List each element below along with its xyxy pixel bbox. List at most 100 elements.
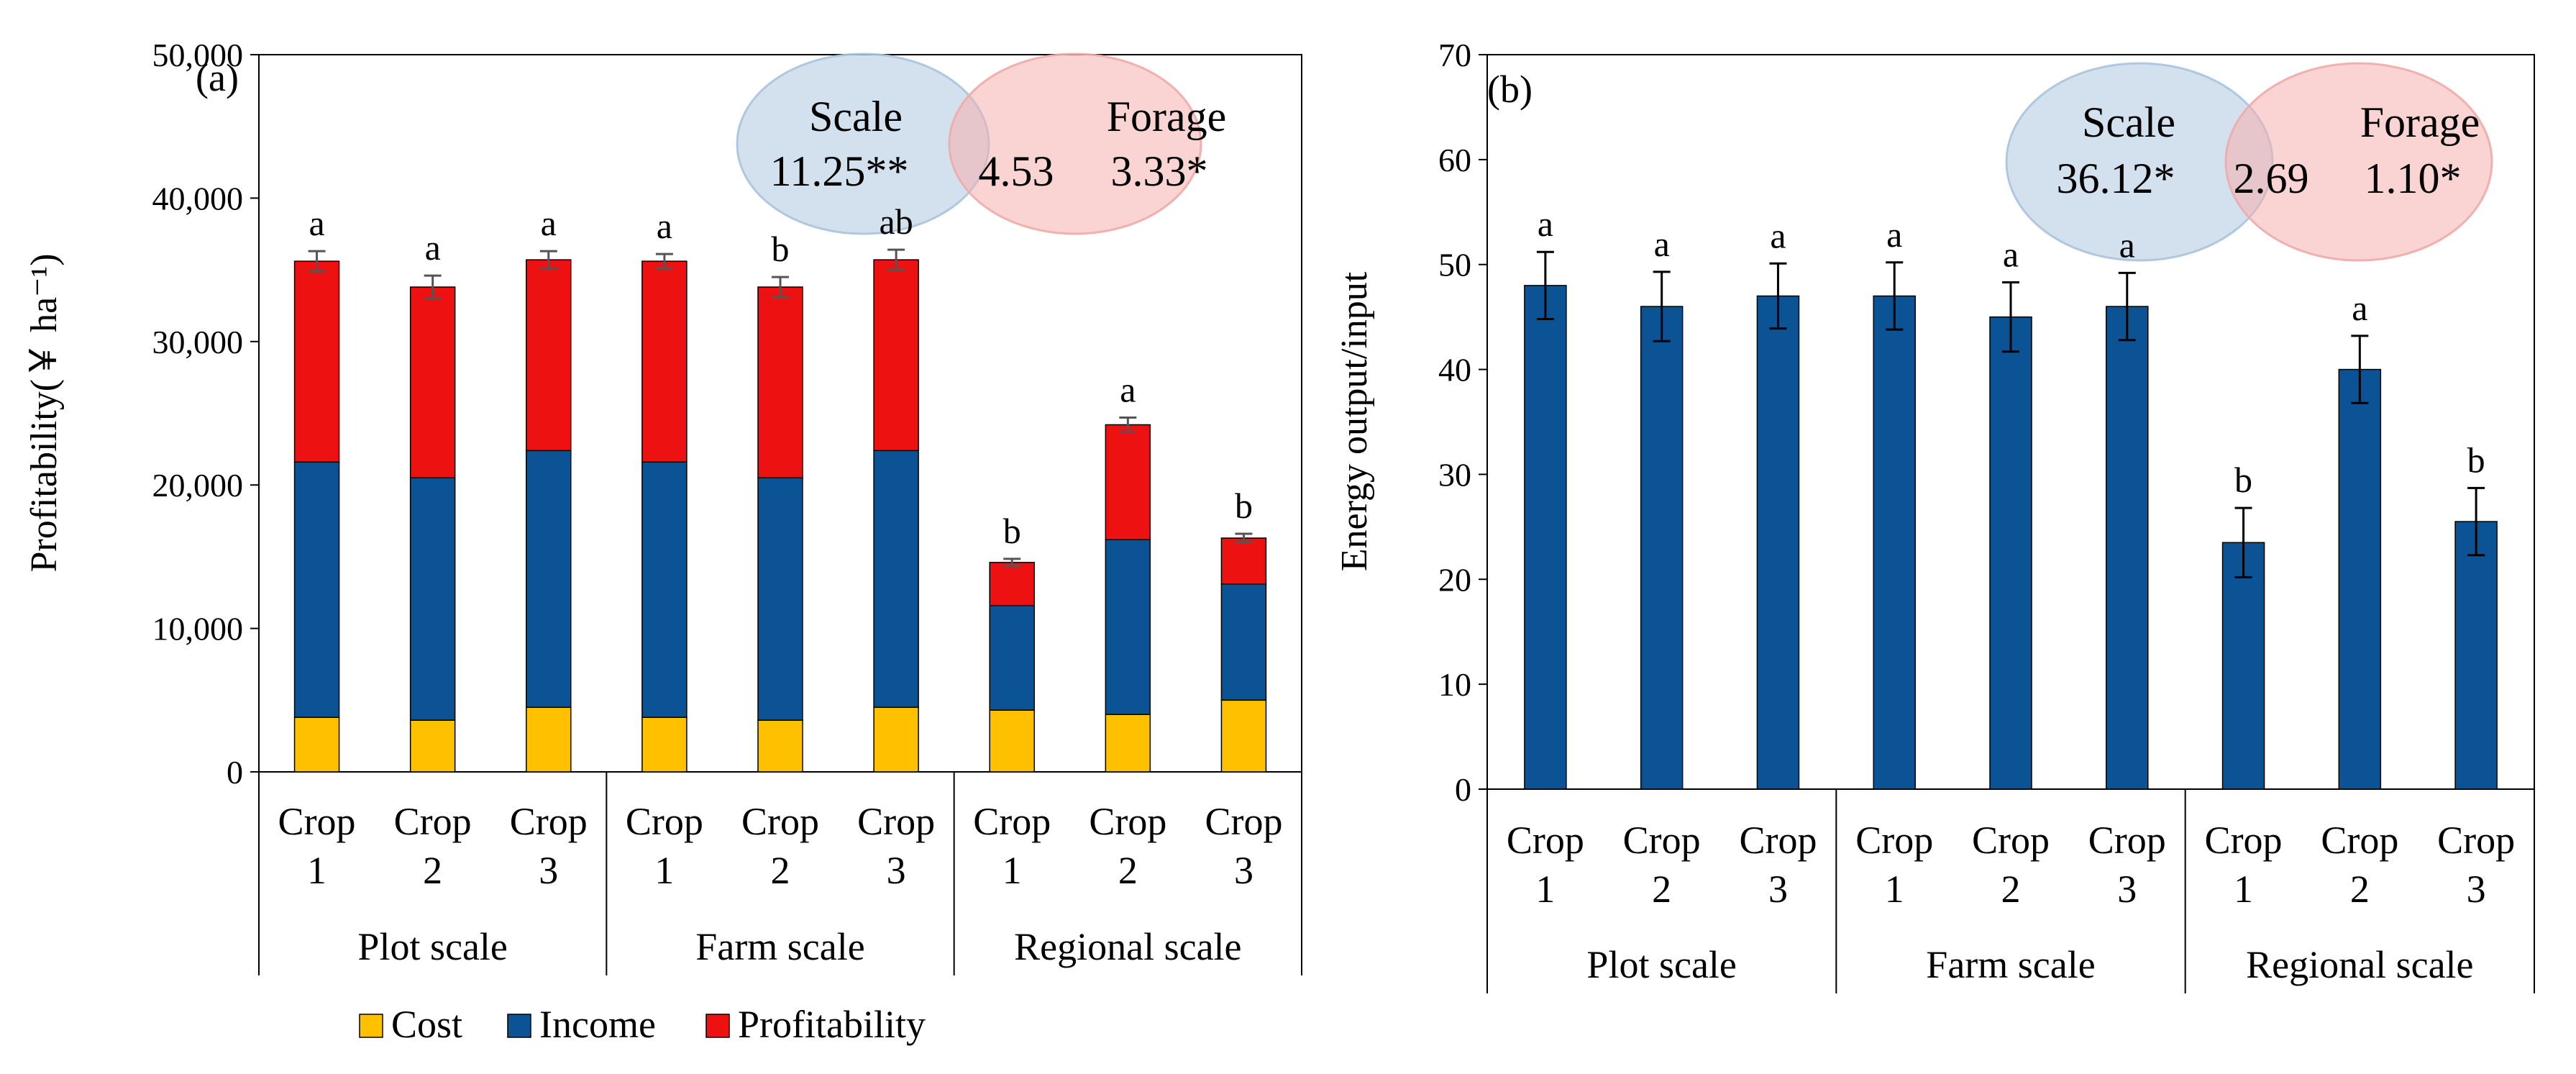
venn-overlap-value: 4.53 <box>979 147 1054 195</box>
bar-energy-output-input <box>2106 306 2149 790</box>
bar-cost <box>757 719 803 773</box>
group-label: Plot scale <box>357 925 507 968</box>
category-label: 1 <box>1535 868 1555 911</box>
bar-income <box>293 461 340 718</box>
category-label: Crop <box>510 800 588 843</box>
bar-income <box>1220 583 1267 701</box>
significance-label: a <box>309 203 324 243</box>
category-label: Crop <box>741 800 819 843</box>
y-tick-label: 30 <box>1438 456 1471 493</box>
category-label: 3 <box>887 849 906 892</box>
category-label: 1 <box>307 849 326 892</box>
bar-energy-output-input <box>1640 306 1684 790</box>
legend-entry: Cost <box>391 1003 462 1046</box>
category-label: Crop <box>1855 819 1933 862</box>
category-label: 3 <box>2467 868 2486 911</box>
venn-forage-circle <box>948 53 1202 235</box>
significance-label: b <box>1235 486 1253 526</box>
bar-profitability <box>1105 424 1151 540</box>
bar-cost <box>1220 699 1267 773</box>
bar-income <box>526 450 572 709</box>
venn-scale-value: 11.25** <box>770 147 909 195</box>
y-tick-label: 60 <box>1438 142 1471 178</box>
group-label: Farm scale <box>1926 943 2095 986</box>
bar-profitability <box>293 260 340 463</box>
significance-label: b <box>1003 511 1021 551</box>
significance-label: a <box>2003 235 2019 275</box>
significance-label: a <box>541 203 557 243</box>
legend-swatch <box>359 1014 383 1038</box>
y-tick-label: 20,000 <box>152 467 244 504</box>
category-label: 3 <box>1768 868 1788 911</box>
y-tick-label: 10,000 <box>152 611 244 647</box>
y-tick-label: 40,000 <box>152 180 244 217</box>
bar-income <box>641 461 688 718</box>
bar-energy-output-input <box>1873 295 1916 790</box>
y-tick-label: 40 <box>1438 352 1471 388</box>
bar-cost <box>409 719 456 773</box>
category-label: Crop <box>394 800 472 843</box>
venn-scale-value: 36.12* <box>2057 155 2175 202</box>
panel-label: (b) <box>1487 68 1533 111</box>
significance-label: ab <box>880 201 913 242</box>
venn-forage-label: Forage <box>1107 93 1227 140</box>
category-label: 1 <box>1885 868 1904 911</box>
category-label: Crop <box>626 800 703 843</box>
bar-profitability <box>641 260 688 463</box>
category-label: Crop <box>1972 819 2050 862</box>
y-tick-label: 20 <box>1438 561 1471 598</box>
y-tick-label: 70 <box>1438 37 1471 73</box>
venn-scale-label: Scale <box>809 93 903 140</box>
category-label: 1 <box>2234 868 2253 911</box>
group-label: Regional scale <box>1014 925 1241 968</box>
significance-label: a <box>1654 224 1670 264</box>
bar-profitability <box>526 259 572 452</box>
category-label: 2 <box>1652 868 1671 911</box>
significance-label: b <box>2234 460 2252 500</box>
bar-energy-output-input <box>2338 368 2382 790</box>
bar-energy-output-input <box>1756 295 1800 790</box>
significance-label: b <box>772 229 790 269</box>
bar-energy-output-input <box>1524 285 1567 790</box>
venn-scale-label: Scale <box>2082 99 2175 146</box>
category-label: 2 <box>2350 868 2370 911</box>
bar-cost <box>989 709 1035 773</box>
bar-profitability <box>1220 537 1267 585</box>
category-label: Crop <box>1205 800 1282 843</box>
category-label: Crop <box>1089 800 1166 843</box>
bar-cost <box>873 706 919 773</box>
category-label: 2 <box>771 849 790 892</box>
y-axis-label: Energy output/input <box>1334 271 1375 571</box>
group-label: Farm scale <box>695 925 864 968</box>
venn-forage-circle <box>2224 62 2493 262</box>
panel-label: (a) <box>196 56 239 99</box>
category-label: Crop <box>278 800 356 843</box>
significance-label: a <box>2119 224 2135 265</box>
bar-cost <box>526 706 572 773</box>
bar-profitability <box>873 259 919 452</box>
bar-income <box>409 477 456 721</box>
category-label: Crop <box>973 800 1051 843</box>
bar-energy-output-input <box>1989 316 2032 790</box>
significance-label: a <box>2352 288 2367 328</box>
y-tick-label: 50 <box>1438 247 1471 283</box>
significance-label: b <box>2467 440 2485 480</box>
category-label: 1 <box>654 849 674 892</box>
bar-cost <box>1105 714 1151 773</box>
group-label: Plot scale <box>1586 943 1736 986</box>
significance-label: a <box>1886 214 1902 255</box>
category-label: Crop <box>1739 819 1817 862</box>
group-label: Regional scale <box>2246 943 2473 986</box>
category-label: Crop <box>2437 819 2515 862</box>
significance-label: a <box>1120 369 1136 409</box>
bar-cost <box>641 716 688 773</box>
panel-a: 0 10,000 20,000 30,000 40,000 50,000 Profitabi… <box>24 37 1302 975</box>
bar-profitability <box>757 286 803 478</box>
significance-label: a <box>657 206 672 246</box>
significance-label: a <box>1538 204 1553 244</box>
category-label: 3 <box>539 849 558 892</box>
y-tick-label: 30,000 <box>152 324 244 360</box>
legend-swatch <box>705 1014 730 1038</box>
